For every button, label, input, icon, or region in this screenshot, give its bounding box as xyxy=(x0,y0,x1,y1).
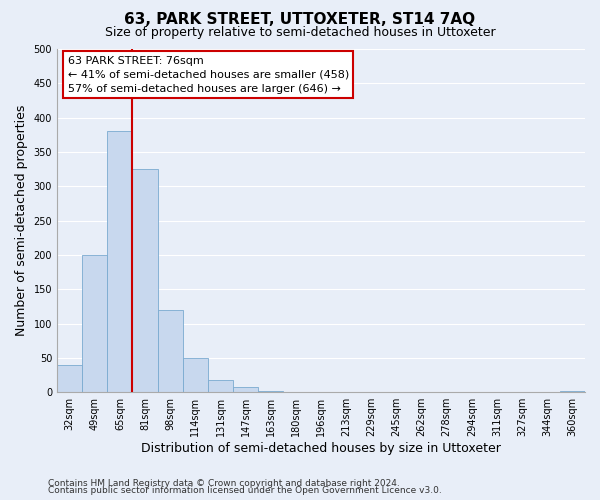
Bar xyxy=(133,169,158,392)
Bar xyxy=(158,310,183,392)
Text: Contains public sector information licensed under the Open Government Licence v3: Contains public sector information licen… xyxy=(48,486,442,495)
Bar xyxy=(107,132,133,392)
Bar xyxy=(183,358,208,392)
Text: Contains HM Land Registry data © Crown copyright and database right 2024.: Contains HM Land Registry data © Crown c… xyxy=(48,478,400,488)
Bar xyxy=(57,365,82,392)
Text: 63 PARK STREET: 76sqm
← 41% of semi-detached houses are smaller (458)
57% of sem: 63 PARK STREET: 76sqm ← 41% of semi-deta… xyxy=(68,56,349,94)
Bar xyxy=(82,255,107,392)
Bar xyxy=(233,388,258,392)
Text: 63, PARK STREET, UTTOXETER, ST14 7AQ: 63, PARK STREET, UTTOXETER, ST14 7AQ xyxy=(124,12,476,28)
Bar xyxy=(258,391,283,392)
Bar xyxy=(208,380,233,392)
Text: Size of property relative to semi-detached houses in Uttoxeter: Size of property relative to semi-detach… xyxy=(104,26,496,39)
X-axis label: Distribution of semi-detached houses by size in Uttoxeter: Distribution of semi-detached houses by … xyxy=(141,442,501,455)
Y-axis label: Number of semi-detached properties: Number of semi-detached properties xyxy=(15,105,28,336)
Bar xyxy=(560,391,585,392)
